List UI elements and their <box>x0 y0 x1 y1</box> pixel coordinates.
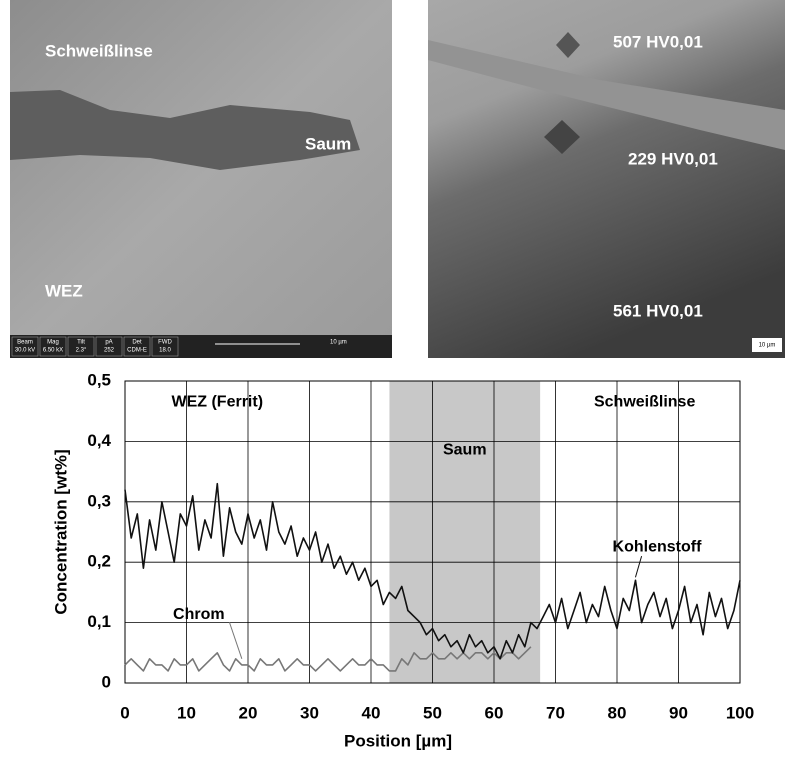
scale-label: 10 µm <box>759 343 776 349</box>
optical-image: 507 HV0,01 229 HV0,01 561 HV0,01 10 µm <box>428 0 785 358</box>
y-tick-label: 0,5 <box>87 370 111 389</box>
image-label: 229 HV0,01 <box>628 149 718 168</box>
databar-text: Det <box>132 340 142 346</box>
indent <box>544 120 580 154</box>
databar-text: 6.50 kX <box>43 348 63 354</box>
x-tick-label: 0 <box>120 703 129 722</box>
layer <box>428 40 785 150</box>
databar-text: 252 <box>104 348 115 354</box>
seam-region <box>10 90 360 170</box>
image-label: Saum <box>305 134 351 153</box>
region-label: WEZ (Ferrit) <box>171 393 263 410</box>
databar-cell <box>67 336 95 357</box>
series-label: Chrom <box>173 606 225 623</box>
image-label: Schweißlinse <box>45 41 153 60</box>
data-line <box>124 482 741 660</box>
databar-cell <box>123 336 151 357</box>
databar-text: pA <box>105 340 112 346</box>
scale-label: 10 µm <box>330 340 347 346</box>
databar-text: FWD <box>158 340 172 346</box>
databar-cell <box>39 336 67 357</box>
x-tick-label: 20 <box>239 703 258 722</box>
x-tick-label: 50 <box>423 703 442 722</box>
databar-cell <box>151 336 179 357</box>
sem-image: Schweißlinse Saum WEZ 10 µm <box>10 0 392 358</box>
leader-line <box>634 556 643 578</box>
databar-text: CDM-E <box>127 348 147 354</box>
y-tick-label: 0,4 <box>87 431 111 450</box>
region-label: Schweißlinse <box>594 393 695 410</box>
x-tick-label: 80 <box>608 703 627 722</box>
databar-text: 2.3° <box>76 348 87 354</box>
image-label: 507 HV0,01 <box>613 32 703 51</box>
x-tick-label: 30 <box>300 703 319 722</box>
databar-cell <box>11 336 39 357</box>
region-label: Saum <box>443 442 487 459</box>
image-label: 561 HV0,01 <box>613 301 703 320</box>
databar-text: 18.0 <box>159 348 171 354</box>
databar-cell <box>95 336 123 357</box>
series-label: Kohlenstoff <box>613 538 703 555</box>
x-axis-title: Position [µm] <box>344 731 452 750</box>
x-tick-label: 40 <box>362 703 381 722</box>
plot-border <box>124 380 741 684</box>
x-tick-label: 70 <box>546 703 565 722</box>
x-tick-label: 90 <box>669 703 688 722</box>
highlight-region <box>389 381 541 683</box>
databar-text: Beam <box>17 340 33 346</box>
scale-box <box>752 338 782 352</box>
databar-text: Mag <box>47 340 59 346</box>
x-tick-label: 60 <box>485 703 504 722</box>
y-tick-label: 0,3 <box>87 491 111 510</box>
databar-text: Tilt <box>77 340 85 346</box>
x-tick-label: 100 <box>726 703 754 722</box>
databar <box>10 335 392 358</box>
x-tick-label: 10 <box>177 703 196 722</box>
y-tick-label: 0,2 <box>87 552 111 571</box>
y-tick-label: 0,1 <box>87 612 111 631</box>
image-label: WEZ <box>45 281 83 300</box>
databar-text: 30.0 kV <box>15 348 35 354</box>
image-background <box>10 0 392 358</box>
leader-line <box>229 622 243 660</box>
y-tick-label: 0 <box>102 672 111 691</box>
indent <box>556 32 580 58</box>
y-axis-title: Concentration [wt%] <box>51 449 70 614</box>
